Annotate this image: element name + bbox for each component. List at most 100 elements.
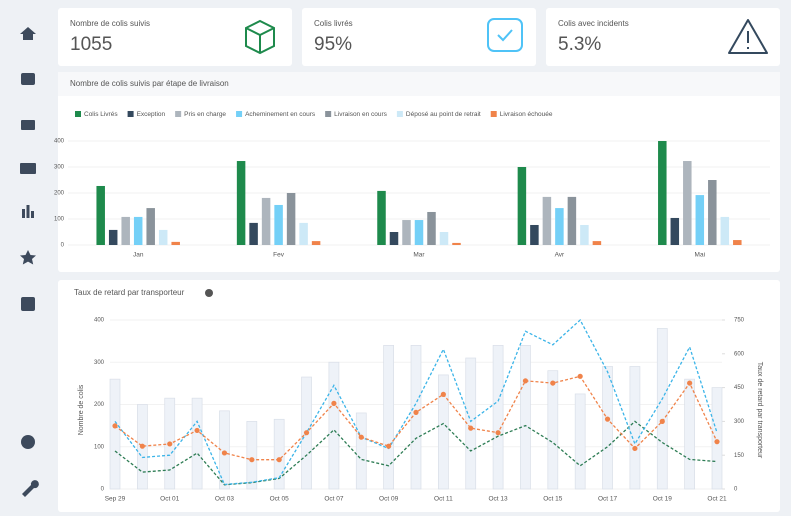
bar xyxy=(261,197,271,245)
card-label: Nombre de colis suivis xyxy=(70,19,150,28)
bar xyxy=(517,167,527,245)
point-marker xyxy=(468,425,474,431)
point-marker xyxy=(522,378,529,384)
y-tick-label: 0 xyxy=(101,487,105,493)
star-icon[interactable] xyxy=(20,250,36,265)
legend-swatch xyxy=(175,111,182,117)
bar xyxy=(328,361,340,490)
y2-tick-label: 150 xyxy=(734,453,745,459)
add-icon[interactable] xyxy=(21,297,35,311)
x-tick-label: Sep 29 xyxy=(105,496,126,503)
y-tick-label: 0 xyxy=(61,243,65,249)
y-tick-label: 100 xyxy=(54,217,65,223)
y-tick-label: 200 xyxy=(94,402,105,408)
card xyxy=(546,8,780,66)
card xyxy=(58,8,292,66)
chart-icon[interactable] xyxy=(22,205,34,218)
bar xyxy=(629,366,641,490)
bar xyxy=(530,224,539,245)
box-icon xyxy=(245,19,275,55)
bar xyxy=(191,397,203,490)
bar xyxy=(108,229,118,245)
y-tick-label: 300 xyxy=(94,360,105,366)
bar xyxy=(733,240,742,245)
x-tick-label: Oct 11 xyxy=(434,496,453,503)
bar xyxy=(383,345,394,490)
help-icon[interactable] xyxy=(205,289,213,297)
calendar-icon[interactable] xyxy=(21,73,35,85)
bar xyxy=(410,345,422,490)
legend-label: Exception xyxy=(137,111,166,118)
bar xyxy=(96,185,105,245)
x-tick-label: Fev xyxy=(273,252,285,259)
bar xyxy=(439,232,449,245)
x-tick-label: Mai xyxy=(695,252,705,259)
bar xyxy=(720,216,730,245)
warning-icon xyxy=(728,19,768,54)
bar xyxy=(158,229,168,245)
point-marker xyxy=(358,434,364,440)
bar xyxy=(695,195,705,245)
bar xyxy=(414,220,424,245)
card xyxy=(302,8,536,66)
y-tick-label: 300 xyxy=(54,165,65,171)
line-series xyxy=(114,420,718,486)
point-marker xyxy=(194,427,200,434)
point-marker xyxy=(139,443,145,449)
bar xyxy=(452,242,461,245)
bar xyxy=(171,241,180,245)
panel-title: Nombre de colis suivis par étape de livr… xyxy=(70,79,229,88)
card-label: Colis livrés xyxy=(314,19,353,28)
y2-tick-label: 600 xyxy=(734,351,745,357)
help-icon[interactable] xyxy=(21,435,35,449)
point-marker xyxy=(331,400,337,406)
bar xyxy=(377,190,386,245)
bar xyxy=(520,345,531,490)
sidebar xyxy=(20,27,39,497)
bar xyxy=(555,208,564,245)
settings-icon[interactable] xyxy=(22,480,39,497)
legend-label: Livraison échouée xyxy=(500,111,553,118)
bar xyxy=(684,378,695,490)
legend-swatch xyxy=(236,111,243,117)
x-tick-label: Jan xyxy=(133,252,144,259)
monitor-icon[interactable] xyxy=(20,163,36,174)
x-tick-label: Oct 19 xyxy=(653,496,673,503)
mail-icon[interactable] xyxy=(21,120,35,130)
y-tick-label: 100 xyxy=(94,444,105,450)
point-marker xyxy=(659,418,665,424)
bar xyxy=(389,232,399,245)
bar xyxy=(133,216,143,245)
y-axis-label: Nombre de colis xyxy=(78,384,85,435)
legend-swatch xyxy=(325,111,332,117)
legend-swatch xyxy=(127,111,134,117)
card-value: 95% xyxy=(314,34,352,55)
check-mark xyxy=(497,29,513,42)
bar xyxy=(427,211,436,245)
y-tick-label: 400 xyxy=(94,318,105,324)
point-marker xyxy=(714,439,720,445)
bar xyxy=(670,217,680,245)
legend-label: Livraison en cours xyxy=(334,111,387,118)
bar xyxy=(683,161,692,245)
bar xyxy=(465,357,477,490)
bar xyxy=(592,241,602,245)
x-tick-label: Oct 09 xyxy=(379,496,399,503)
panel-title: Taux de retard par transporteur xyxy=(74,288,185,297)
bar xyxy=(274,204,283,245)
bar xyxy=(246,421,258,490)
x-tick-label: Avr xyxy=(555,252,565,259)
bar xyxy=(658,141,667,245)
bar xyxy=(311,241,321,245)
point-marker xyxy=(550,380,556,386)
y2-tick-label: 300 xyxy=(734,419,745,425)
bar xyxy=(121,216,130,245)
bar xyxy=(146,208,155,245)
bar xyxy=(542,196,552,245)
bar xyxy=(580,224,589,245)
home-icon[interactable] xyxy=(20,27,36,40)
check-icon xyxy=(487,18,523,52)
x-tick-label: Oct 01 xyxy=(160,496,180,503)
